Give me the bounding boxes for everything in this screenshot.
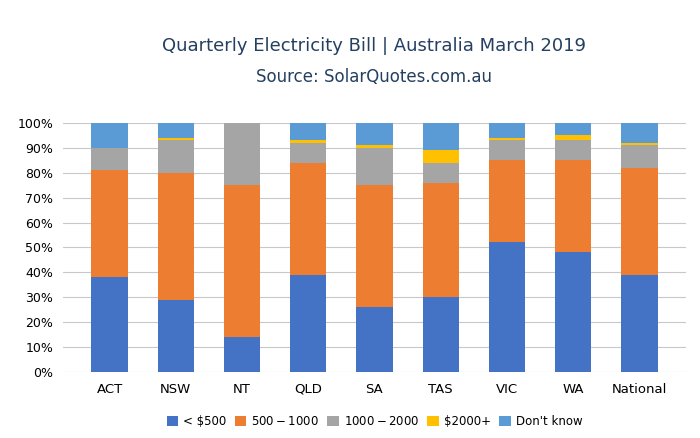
Bar xyxy=(423,123,459,150)
Bar xyxy=(91,277,128,372)
Bar xyxy=(423,162,459,183)
Bar xyxy=(555,140,592,160)
Bar xyxy=(489,140,525,160)
Bar xyxy=(555,123,592,135)
Bar xyxy=(621,275,658,372)
Bar xyxy=(356,148,393,185)
Bar xyxy=(423,297,459,372)
Bar xyxy=(621,145,658,168)
Bar xyxy=(555,160,592,252)
Bar xyxy=(224,185,260,337)
Bar xyxy=(356,185,393,307)
Bar xyxy=(489,123,525,138)
Bar xyxy=(290,162,326,275)
Bar xyxy=(224,123,260,185)
Bar xyxy=(158,138,194,140)
Bar xyxy=(158,140,194,173)
Bar xyxy=(91,148,128,170)
Text: Source: SolarQuotes.com.au: Source: SolarQuotes.com.au xyxy=(256,67,493,86)
Legend: < $500, $500 - $1000, $1000- $2000, $2000+, Don't know: < $500, $500 - $1000, $1000- $2000, $200… xyxy=(162,411,587,433)
Bar xyxy=(423,150,459,162)
Bar xyxy=(621,123,658,143)
Text: Quarterly Electricity Bill | Australia March 2019: Quarterly Electricity Bill | Australia M… xyxy=(162,37,587,55)
Bar xyxy=(224,337,260,372)
Bar xyxy=(158,300,194,372)
Bar xyxy=(290,140,326,143)
Bar xyxy=(356,145,393,148)
Bar xyxy=(489,243,525,372)
Bar xyxy=(91,123,128,148)
Bar xyxy=(621,143,658,145)
Bar xyxy=(158,173,194,300)
Bar xyxy=(290,275,326,372)
Bar xyxy=(555,252,592,372)
Bar xyxy=(423,183,459,297)
Bar xyxy=(489,138,525,140)
Bar xyxy=(621,168,658,275)
Bar xyxy=(290,123,326,140)
Bar xyxy=(158,123,194,138)
Bar xyxy=(290,143,326,162)
Bar xyxy=(91,170,128,277)
Bar xyxy=(356,123,393,145)
Bar xyxy=(555,135,592,140)
Bar xyxy=(489,160,525,243)
Bar xyxy=(356,307,393,372)
